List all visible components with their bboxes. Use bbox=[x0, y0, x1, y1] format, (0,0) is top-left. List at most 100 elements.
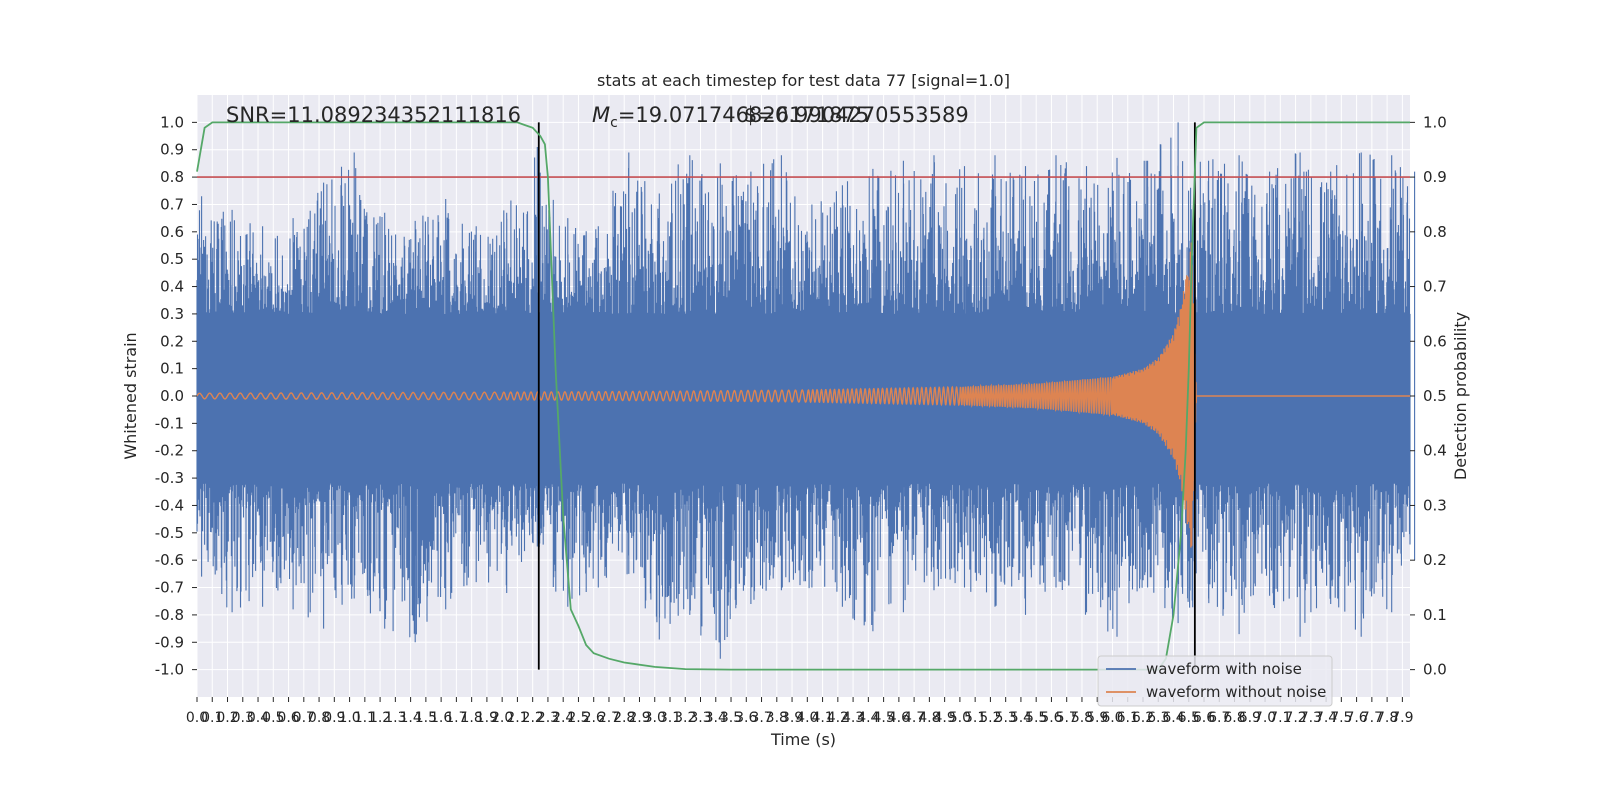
x-tick-label: 5.5 bbox=[1025, 710, 1047, 726]
x-tick-label: 1.0 bbox=[338, 710, 360, 726]
x-tick-label: 3.7 bbox=[750, 710, 772, 726]
x-tick-label: 0.1 bbox=[201, 710, 223, 726]
x-tick-label: 7.0 bbox=[1254, 710, 1276, 726]
x-tick-label: 7.2 bbox=[1284, 710, 1306, 726]
y2-axis-ticks: 0.0 0.1 0.2 0.3 0.4 0.5 0.6 0.7 0.8 0.9 1.0 bbox=[1410, 113, 1447, 679]
x-tick-label: 3.4 bbox=[705, 710, 727, 726]
x-tick-label: 2.8 bbox=[613, 710, 635, 726]
y2-tick-label: 0.1 bbox=[1423, 606, 1447, 624]
x-tick-label: 4.5 bbox=[872, 710, 894, 726]
y-tick-label: -0.1 bbox=[155, 414, 184, 432]
x-tick-label: 0.9 bbox=[323, 710, 345, 726]
snr-annotation: SNR=11.089234352111816 bbox=[226, 103, 521, 127]
series-detection-probability bbox=[196, 121, 1410, 671]
x-tick-label: 0.5 bbox=[262, 710, 284, 726]
y-tick-label: 0.4 bbox=[160, 278, 184, 296]
x-tick-label: 3.3 bbox=[689, 710, 711, 726]
x-tick-label: 4.6 bbox=[888, 710, 910, 726]
x-tick-label: 5.6 bbox=[1040, 710, 1062, 726]
chirp-trace bbox=[196, 242, 1410, 548]
y-tick-label: 1.0 bbox=[160, 113, 184, 131]
x-tick-label: 0.6 bbox=[277, 710, 299, 726]
x-tick-label: 1.6 bbox=[430, 710, 452, 726]
y2-tick-label: 0.9 bbox=[1423, 168, 1447, 186]
y-tick-label: 0.2 bbox=[160, 332, 184, 350]
x-tick-label: 1.4 bbox=[399, 710, 421, 726]
x-tick-label: 4.3 bbox=[842, 710, 864, 726]
y2-tick-label: 0.0 bbox=[1423, 661, 1447, 679]
y-tick-label: -0.4 bbox=[155, 496, 184, 514]
legend: waveform with noise waveform without noi… bbox=[1097, 655, 1333, 707]
x-tick-label: 0.8 bbox=[308, 710, 330, 726]
x-tick-label: 1.9 bbox=[476, 710, 498, 726]
x-tick-label: 5.4 bbox=[1010, 710, 1032, 726]
y-tick-label: 0.8 bbox=[160, 168, 184, 186]
x-tick-label: 1.7 bbox=[445, 710, 467, 726]
x-tick-label: 7.3 bbox=[1300, 710, 1322, 726]
x-tick-label: 6.5 bbox=[1178, 710, 1200, 726]
mc-annotation: Mc=19.071746826171875 bbox=[592, 103, 869, 131]
x-tick-label: 3.8 bbox=[766, 710, 788, 726]
x-tick-label: 7.5 bbox=[1330, 710, 1352, 726]
x-tick-label: 6.0 bbox=[1101, 710, 1123, 726]
y2-tick-label: 0.6 bbox=[1423, 332, 1447, 350]
probability-trace bbox=[196, 121, 1410, 671]
x-tick-label: 4.2 bbox=[827, 710, 849, 726]
x-tick-label: 2.6 bbox=[583, 710, 605, 726]
x-tick-label: 6.8 bbox=[1223, 710, 1245, 726]
x-tick-label: 5.3 bbox=[995, 710, 1017, 726]
x-tick-label: 3.0 bbox=[644, 710, 666, 726]
x-tick-label: 6.9 bbox=[1239, 710, 1261, 726]
x-tick-label: 5.2 bbox=[979, 710, 1001, 726]
y-axis-label: Whitened strain bbox=[121, 332, 140, 459]
x-axis-ticks: 0.00.10.20.30.40.50.60.70.80.91.01.11.21… bbox=[186, 697, 1414, 726]
x-tick-label: 2.2 bbox=[522, 710, 544, 726]
x-tick-label: 2.9 bbox=[628, 710, 650, 726]
x-tick-label: 5.9 bbox=[1086, 710, 1108, 726]
x-tick-label: 7.8 bbox=[1376, 710, 1398, 726]
legend-label-waveform-without-noise: waveform without noise bbox=[1146, 683, 1326, 701]
x-tick-label: 1.1 bbox=[354, 710, 376, 726]
y2-axis-label: Detection probability bbox=[1451, 312, 1470, 480]
x-tick-label: 7.1 bbox=[1269, 710, 1291, 726]
mc-value: =19.071746826171875 bbox=[618, 103, 869, 127]
y2-tick-label: 0.5 bbox=[1423, 387, 1447, 405]
y-tick-label: 0.0 bbox=[160, 387, 184, 405]
x-tick-label: 1.8 bbox=[461, 710, 483, 726]
y-tick-label: -0.9 bbox=[155, 633, 184, 651]
x-tick-label: 2.4 bbox=[552, 710, 574, 726]
x-tick-label: 0.4 bbox=[247, 710, 269, 726]
x-tick-label: 3.1 bbox=[659, 710, 681, 726]
x-tick-label: 6.1 bbox=[1117, 710, 1139, 726]
y-tick-label: 0.7 bbox=[160, 195, 184, 213]
y-tick-label: -0.3 bbox=[155, 469, 184, 487]
y-tick-label: 0.6 bbox=[160, 223, 184, 241]
y2-tick-label: 0.3 bbox=[1423, 496, 1447, 514]
y2-tick-label: 1.0 bbox=[1423, 113, 1447, 131]
x-tick-label: 3.6 bbox=[735, 710, 757, 726]
x-tick-label: 7.9 bbox=[1391, 710, 1413, 726]
x-tick-label: 4.7 bbox=[903, 710, 925, 726]
mc-subscript: c bbox=[610, 115, 618, 131]
y2-tick-label: 0.7 bbox=[1423, 278, 1447, 296]
x-tick-label: 3.9 bbox=[781, 710, 803, 726]
y-tick-label: 0.5 bbox=[160, 250, 184, 268]
x-tick-label: 1.5 bbox=[415, 710, 437, 726]
x-tick-label: 2.5 bbox=[567, 710, 589, 726]
series-waveform-without-noise bbox=[196, 242, 1410, 548]
y-tick-label: -0.2 bbox=[155, 442, 184, 460]
x-tick-label: 1.2 bbox=[369, 710, 391, 726]
x-tick-label: 5.1 bbox=[964, 710, 986, 726]
x-tick-label: 0.2 bbox=[216, 710, 238, 726]
y2-tick-label: 0.4 bbox=[1423, 442, 1447, 460]
legend-label-waveform-with-noise: waveform with noise bbox=[1146, 660, 1302, 678]
x-tick-label: 7.6 bbox=[1345, 710, 1367, 726]
y-tick-label: 0.1 bbox=[160, 360, 184, 378]
x-tick-label: 5.7 bbox=[1056, 710, 1078, 726]
x-tick-label: 4.1 bbox=[811, 710, 833, 726]
x-tick-label: 2.3 bbox=[537, 710, 559, 726]
x-tick-label: 3.2 bbox=[674, 710, 696, 726]
x-tick-label: 4.8 bbox=[918, 710, 940, 726]
chart-title: stats at each timestep for test data 77 … bbox=[597, 71, 1010, 90]
